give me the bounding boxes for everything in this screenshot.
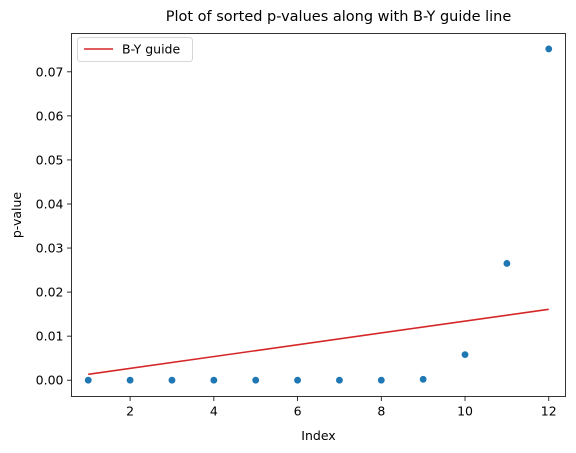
- x-tick-label: 10: [457, 404, 473, 419]
- data-marks: [84, 45, 553, 384]
- p-value-point: [461, 351, 469, 359]
- y-tick-label: 0.02: [36, 285, 64, 300]
- x-tick-label: 12: [541, 404, 557, 419]
- legend-label-by-guide: B-Y guide: [122, 42, 180, 57]
- x-tick-label: 6: [294, 404, 302, 419]
- x-tick-label: 4: [210, 404, 218, 419]
- p-value-point: [126, 376, 134, 384]
- y-tick-label: 0.06: [36, 108, 64, 123]
- legend: B-Y guide: [77, 37, 193, 62]
- y-tick-label: 0.01: [36, 329, 64, 344]
- y-tick-label: 0.03: [36, 241, 64, 256]
- plot-frame: [71, 33, 566, 397]
- p-value-point: [210, 376, 218, 384]
- x-axis: 2 4 6 8 10 12: [126, 396, 557, 419]
- p-value-point: [252, 376, 260, 384]
- legend-box: [77, 37, 193, 62]
- x-tick-label: 8: [377, 404, 385, 419]
- p-value-point: [336, 376, 343, 384]
- p-value-point: [545, 45, 553, 53]
- by-guide-line: [88, 308, 549, 376]
- p-value-point: [419, 375, 427, 383]
- chart-title: Plot of sorted p-values along with B-Y g…: [166, 9, 512, 25]
- plot-area: [71, 33, 566, 397]
- y-tick-label: 0.07: [36, 64, 64, 79]
- y-axis-label: p-value: [9, 192, 24, 239]
- y-tick-label: 0.05: [36, 152, 64, 167]
- y-tick-label: 0.04: [36, 196, 64, 211]
- y-tick-label: 0.00: [36, 373, 64, 388]
- p-value-point: [294, 376, 301, 384]
- p-value-point: [168, 376, 176, 384]
- p-value-point: [84, 376, 92, 384]
- p-value-point: [377, 376, 385, 384]
- y-axis: 0.00 0.01 0.02 0.03 0.04 0.05 0.06 0.07: [36, 64, 72, 388]
- x-axis-label: Index: [301, 428, 335, 443]
- x-tick-label: 2: [126, 404, 134, 419]
- p-value-point: [503, 260, 511, 267]
